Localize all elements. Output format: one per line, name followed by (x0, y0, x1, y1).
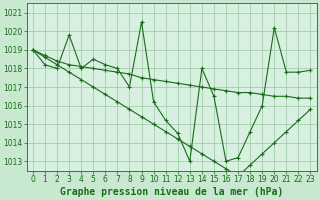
X-axis label: Graphe pression niveau de la mer (hPa): Graphe pression niveau de la mer (hPa) (60, 186, 283, 197)
